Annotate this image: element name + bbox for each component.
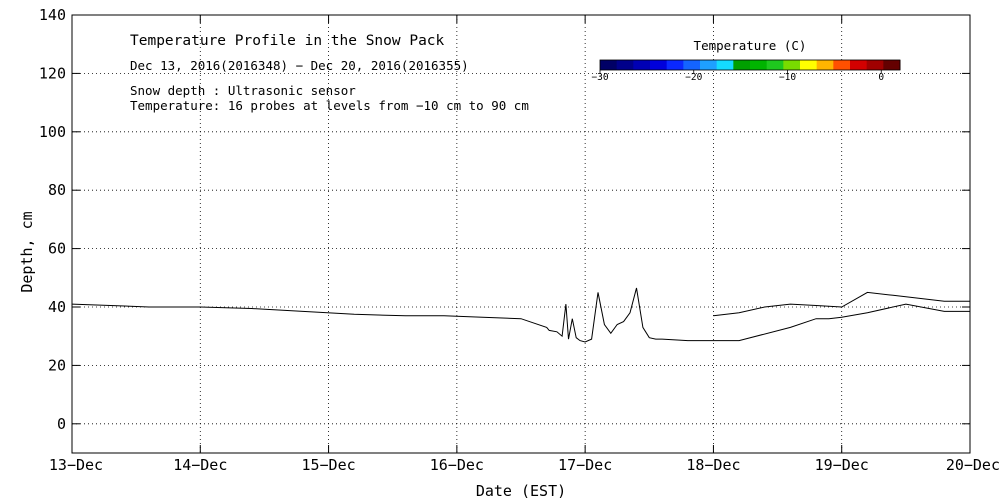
colorbar-swatches — [599, 59, 901, 71]
snow-depth-line-2 — [713, 291, 970, 317]
colorbar-swatch — [750, 60, 768, 70]
x-tick-label: 14−Dec — [173, 456, 227, 474]
colorbar-swatch — [883, 60, 901, 70]
colorbar-swatch — [833, 60, 851, 70]
y-tick-label: 20 — [48, 356, 66, 374]
colorbar-label: Temperature (C) — [694, 38, 807, 53]
colorbar-swatch — [716, 60, 734, 70]
colorbar-swatch — [650, 60, 668, 70]
x-tick-label: 17−Dec — [558, 456, 612, 474]
colorbar-swatch — [733, 60, 751, 70]
colorbar-swatch — [700, 60, 718, 70]
colorbar-frame — [599, 59, 901, 71]
colorbar-tick-label: 0 — [878, 72, 884, 83]
snow-depth-lines — [71, 287, 970, 343]
colorbar-tick-label: −10 — [779, 72, 796, 83]
note-temperature: Temperature: 16 probes at levels from −1… — [130, 98, 529, 113]
y-tick-label: 100 — [39, 123, 66, 141]
colorbar-swatch — [616, 60, 634, 70]
x-tick-label: 18−Dec — [686, 456, 740, 474]
note-snow-depth: Snow depth : Ultrasonic sensor — [130, 83, 356, 98]
chart-subtitle: Dec 13, 2016(2016348) − Dec 20, 2016(201… — [130, 58, 469, 73]
x-tick-label: 15−Dec — [301, 456, 355, 474]
y-tick-label: 80 — [48, 181, 66, 199]
y-tick-label: 60 — [48, 240, 66, 258]
y-tick-label: 40 — [48, 298, 66, 316]
x-tick-label: 16−Dec — [430, 456, 484, 474]
x-axis-ticks: 13−Dec 14−Dec 15−Dec 16−Dec 17−Dec 18−Dec 19−D… — [49, 15, 1000, 474]
colorbar-swatch — [816, 60, 834, 70]
colorbar-swatch — [866, 60, 884, 70]
temperature-colorbar: Temperature (C) −30 −20 −10 0 — [591, 38, 901, 83]
x-tick-label: 20−Dec — [946, 456, 1000, 474]
x-tick-label: 13−Dec — [49, 456, 103, 474]
colorbar-ticks: −30 −20 −10 0 — [591, 70, 884, 83]
colorbar-swatch — [666, 60, 684, 70]
colorbar-tick-label: −20 — [685, 72, 702, 83]
y-axis-ticks: 0 20 40 60 80 100 120 140 — [39, 6, 970, 433]
colorbar-swatch — [766, 60, 784, 70]
colorbar-tick-label: −30 — [591, 72, 608, 83]
y-axis-label: Depth, cm — [18, 211, 36, 292]
colorbar-swatch — [850, 60, 868, 70]
grid-lines — [72, 15, 970, 453]
colorbar-swatch — [683, 60, 701, 70]
colorbar-swatch — [633, 60, 651, 70]
colorbar-swatch — [600, 60, 618, 70]
y-tick-label: 0 — [57, 415, 66, 433]
y-tick-label: 120 — [39, 64, 66, 82]
colorbar-swatch — [783, 60, 801, 70]
chart-title: Temperature Profile in the Snow Pack — [130, 33, 445, 49]
snow-depth-line-1 — [71, 287, 970, 343]
x-axis-label: Date (EST) — [476, 482, 566, 500]
colorbar-swatch — [800, 60, 818, 70]
y-tick-label: 140 — [39, 6, 66, 24]
x-tick-label: 19−Dec — [815, 456, 869, 474]
plot-frame — [71, 14, 971, 454]
